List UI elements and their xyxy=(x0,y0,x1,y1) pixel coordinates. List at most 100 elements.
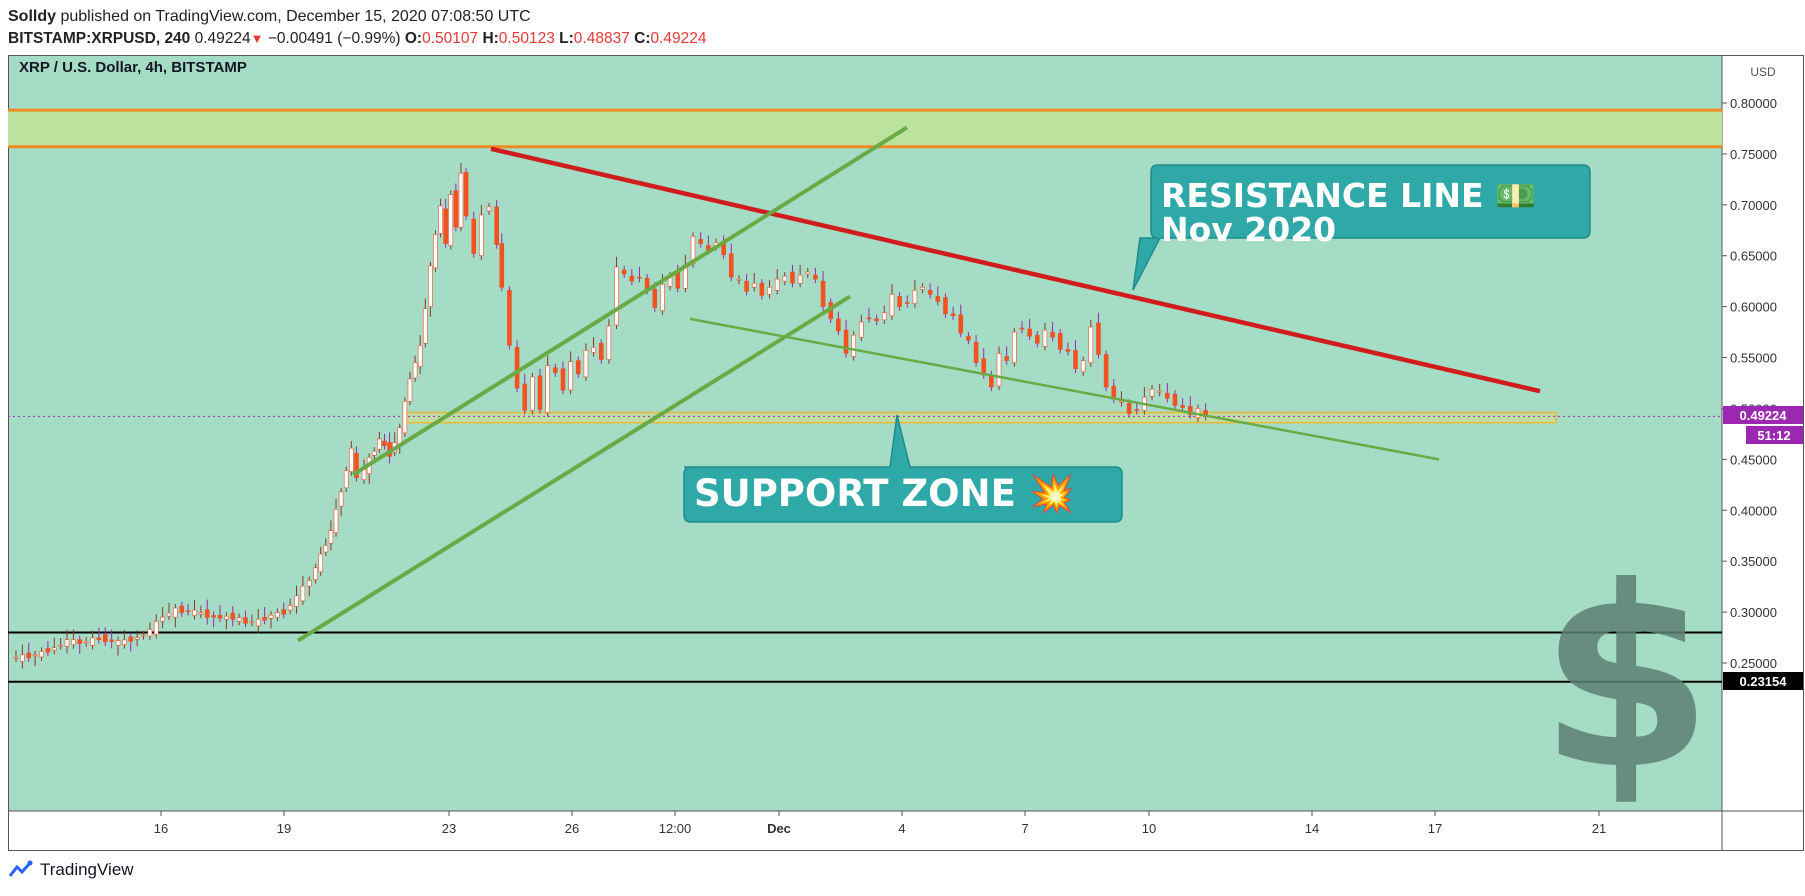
candle-body xyxy=(243,617,248,624)
candle-body xyxy=(354,452,359,478)
resistance-label-line1: RESISTANCE LINE 💵 xyxy=(1161,176,1536,215)
current-price-value: 0.49224 xyxy=(1740,408,1788,423)
candle-body xyxy=(614,266,619,326)
candle-body xyxy=(966,335,971,341)
price-tick-label: 0.60000 xyxy=(1730,300,1777,315)
candle-body xyxy=(262,616,267,621)
chart-area[interactable]: $ 0.80000 0.75000 0.70000 0.65000 0.60000 0.5… xyxy=(8,55,1804,851)
candle-body xyxy=(32,654,38,657)
candle-body xyxy=(1187,406,1193,415)
open-label: O: xyxy=(404,30,423,47)
chart-svg[interactable]: $ 0.80000 0.75000 0.70000 0.65000 0.60000 0.5… xyxy=(8,55,1804,851)
candle-body xyxy=(1057,332,1063,350)
zones-layer xyxy=(8,108,1722,424)
candle-body xyxy=(275,612,280,618)
time-tick-label: 7 xyxy=(1021,821,1028,836)
last-price: 0.49224 xyxy=(194,30,251,47)
candle-body xyxy=(904,302,910,304)
candle-body xyxy=(192,609,197,616)
candle-body xyxy=(935,296,941,302)
price-tick-label: 0.40000 xyxy=(1730,503,1777,518)
candle-body xyxy=(927,290,933,295)
candle-body xyxy=(553,367,558,374)
candle-body xyxy=(361,469,367,481)
candle-body xyxy=(1172,393,1178,406)
time-ticks: 16 19 23 26 12:00 Dec 4 7 10 14 17 21 xyxy=(154,811,1606,836)
candle-body xyxy=(412,362,418,379)
time-tick-label: Dec xyxy=(767,821,791,836)
candle-body xyxy=(744,280,749,292)
high-value: 0.50123 xyxy=(498,30,555,47)
candle-body xyxy=(1050,331,1055,338)
candle-body xyxy=(912,290,918,304)
candle-body xyxy=(438,205,443,234)
time-tick-label: 19 xyxy=(277,821,291,836)
candle-body xyxy=(981,358,987,376)
candle-body xyxy=(83,640,89,643)
candle-body xyxy=(598,342,604,360)
candle-body xyxy=(147,629,153,637)
open-value: 0.50107 xyxy=(422,30,479,47)
time-tick-label: 10 xyxy=(1142,821,1156,836)
candle-body xyxy=(77,639,83,644)
down-arrow-icon: ▼ xyxy=(250,31,264,46)
candle-body xyxy=(96,637,102,640)
time-axis[interactable] xyxy=(8,811,1804,851)
publish-info: Solldy published on TradingView.com, Dec… xyxy=(8,8,531,26)
candle-body xyxy=(486,206,492,212)
candle-body xyxy=(728,253,734,278)
candle-body xyxy=(1065,349,1071,352)
price-tick-label: 0.65000 xyxy=(1730,249,1777,264)
candle-body xyxy=(759,282,765,296)
candle-body xyxy=(1034,334,1040,344)
hline-price-value: 0.23154 xyxy=(1740,674,1788,689)
candle-body xyxy=(591,347,596,353)
price-tick-label: 0.70000 xyxy=(1730,198,1777,213)
candle-body xyxy=(236,617,242,622)
candle-body xyxy=(1012,331,1017,363)
resistance-zone xyxy=(8,110,1722,147)
candle-body xyxy=(920,286,925,290)
candle-body xyxy=(813,274,818,280)
candle-body xyxy=(443,208,448,244)
candle-body xyxy=(71,639,76,645)
candle-body xyxy=(1119,401,1124,403)
candle-body xyxy=(1088,326,1094,363)
tradingview-logo-icon xyxy=(8,860,33,877)
candle-body xyxy=(774,278,780,291)
candle-body xyxy=(805,271,811,275)
candle-body xyxy=(1080,360,1086,373)
candle-body xyxy=(141,634,146,637)
resistance-callout[interactable]: RESISTANCE LINE 💵 Nov 2020 xyxy=(1132,164,1591,291)
candle-body xyxy=(281,609,287,615)
symbol-ohlc-bar: BITSTAMP:XRPUSD, 240 0.49224▼ −0.00491 (… xyxy=(8,30,707,48)
candle-body xyxy=(13,657,19,659)
candle-body xyxy=(621,269,627,275)
candle-body xyxy=(996,353,1002,387)
candle-body xyxy=(897,296,902,307)
author-name[interactable]: Solldy xyxy=(8,8,57,25)
tradingview-footer[interactable]: TradingView xyxy=(8,860,134,880)
candle-body xyxy=(224,615,229,620)
candle-body xyxy=(26,652,32,659)
candle-body xyxy=(560,368,566,391)
symbol-label: BITSTAMP:XRPUSD, 240 xyxy=(8,30,191,47)
candle-body xyxy=(407,378,413,402)
candle-body xyxy=(109,639,114,642)
candle-body xyxy=(1073,350,1078,370)
tradingview-brand: TradingView xyxy=(40,860,134,879)
candle-body xyxy=(90,637,95,646)
candle-body xyxy=(20,654,25,662)
candle-body xyxy=(198,612,204,615)
publish-text: published on TradingView.com, December 1… xyxy=(56,8,531,25)
bar-countdown: 51:12 xyxy=(1757,428,1790,443)
candle-body xyxy=(134,637,140,640)
candle-body xyxy=(843,329,849,354)
candle-body xyxy=(115,640,121,646)
candle-body xyxy=(606,325,612,360)
resistance-trendline xyxy=(490,146,1541,394)
price-tick-label: 0.75000 xyxy=(1730,147,1777,162)
support-callout[interactable]: SUPPORT ZONE 💥 xyxy=(683,414,1123,523)
candle-body xyxy=(660,283,665,312)
price-tick-label: 0.25000 xyxy=(1730,656,1777,671)
